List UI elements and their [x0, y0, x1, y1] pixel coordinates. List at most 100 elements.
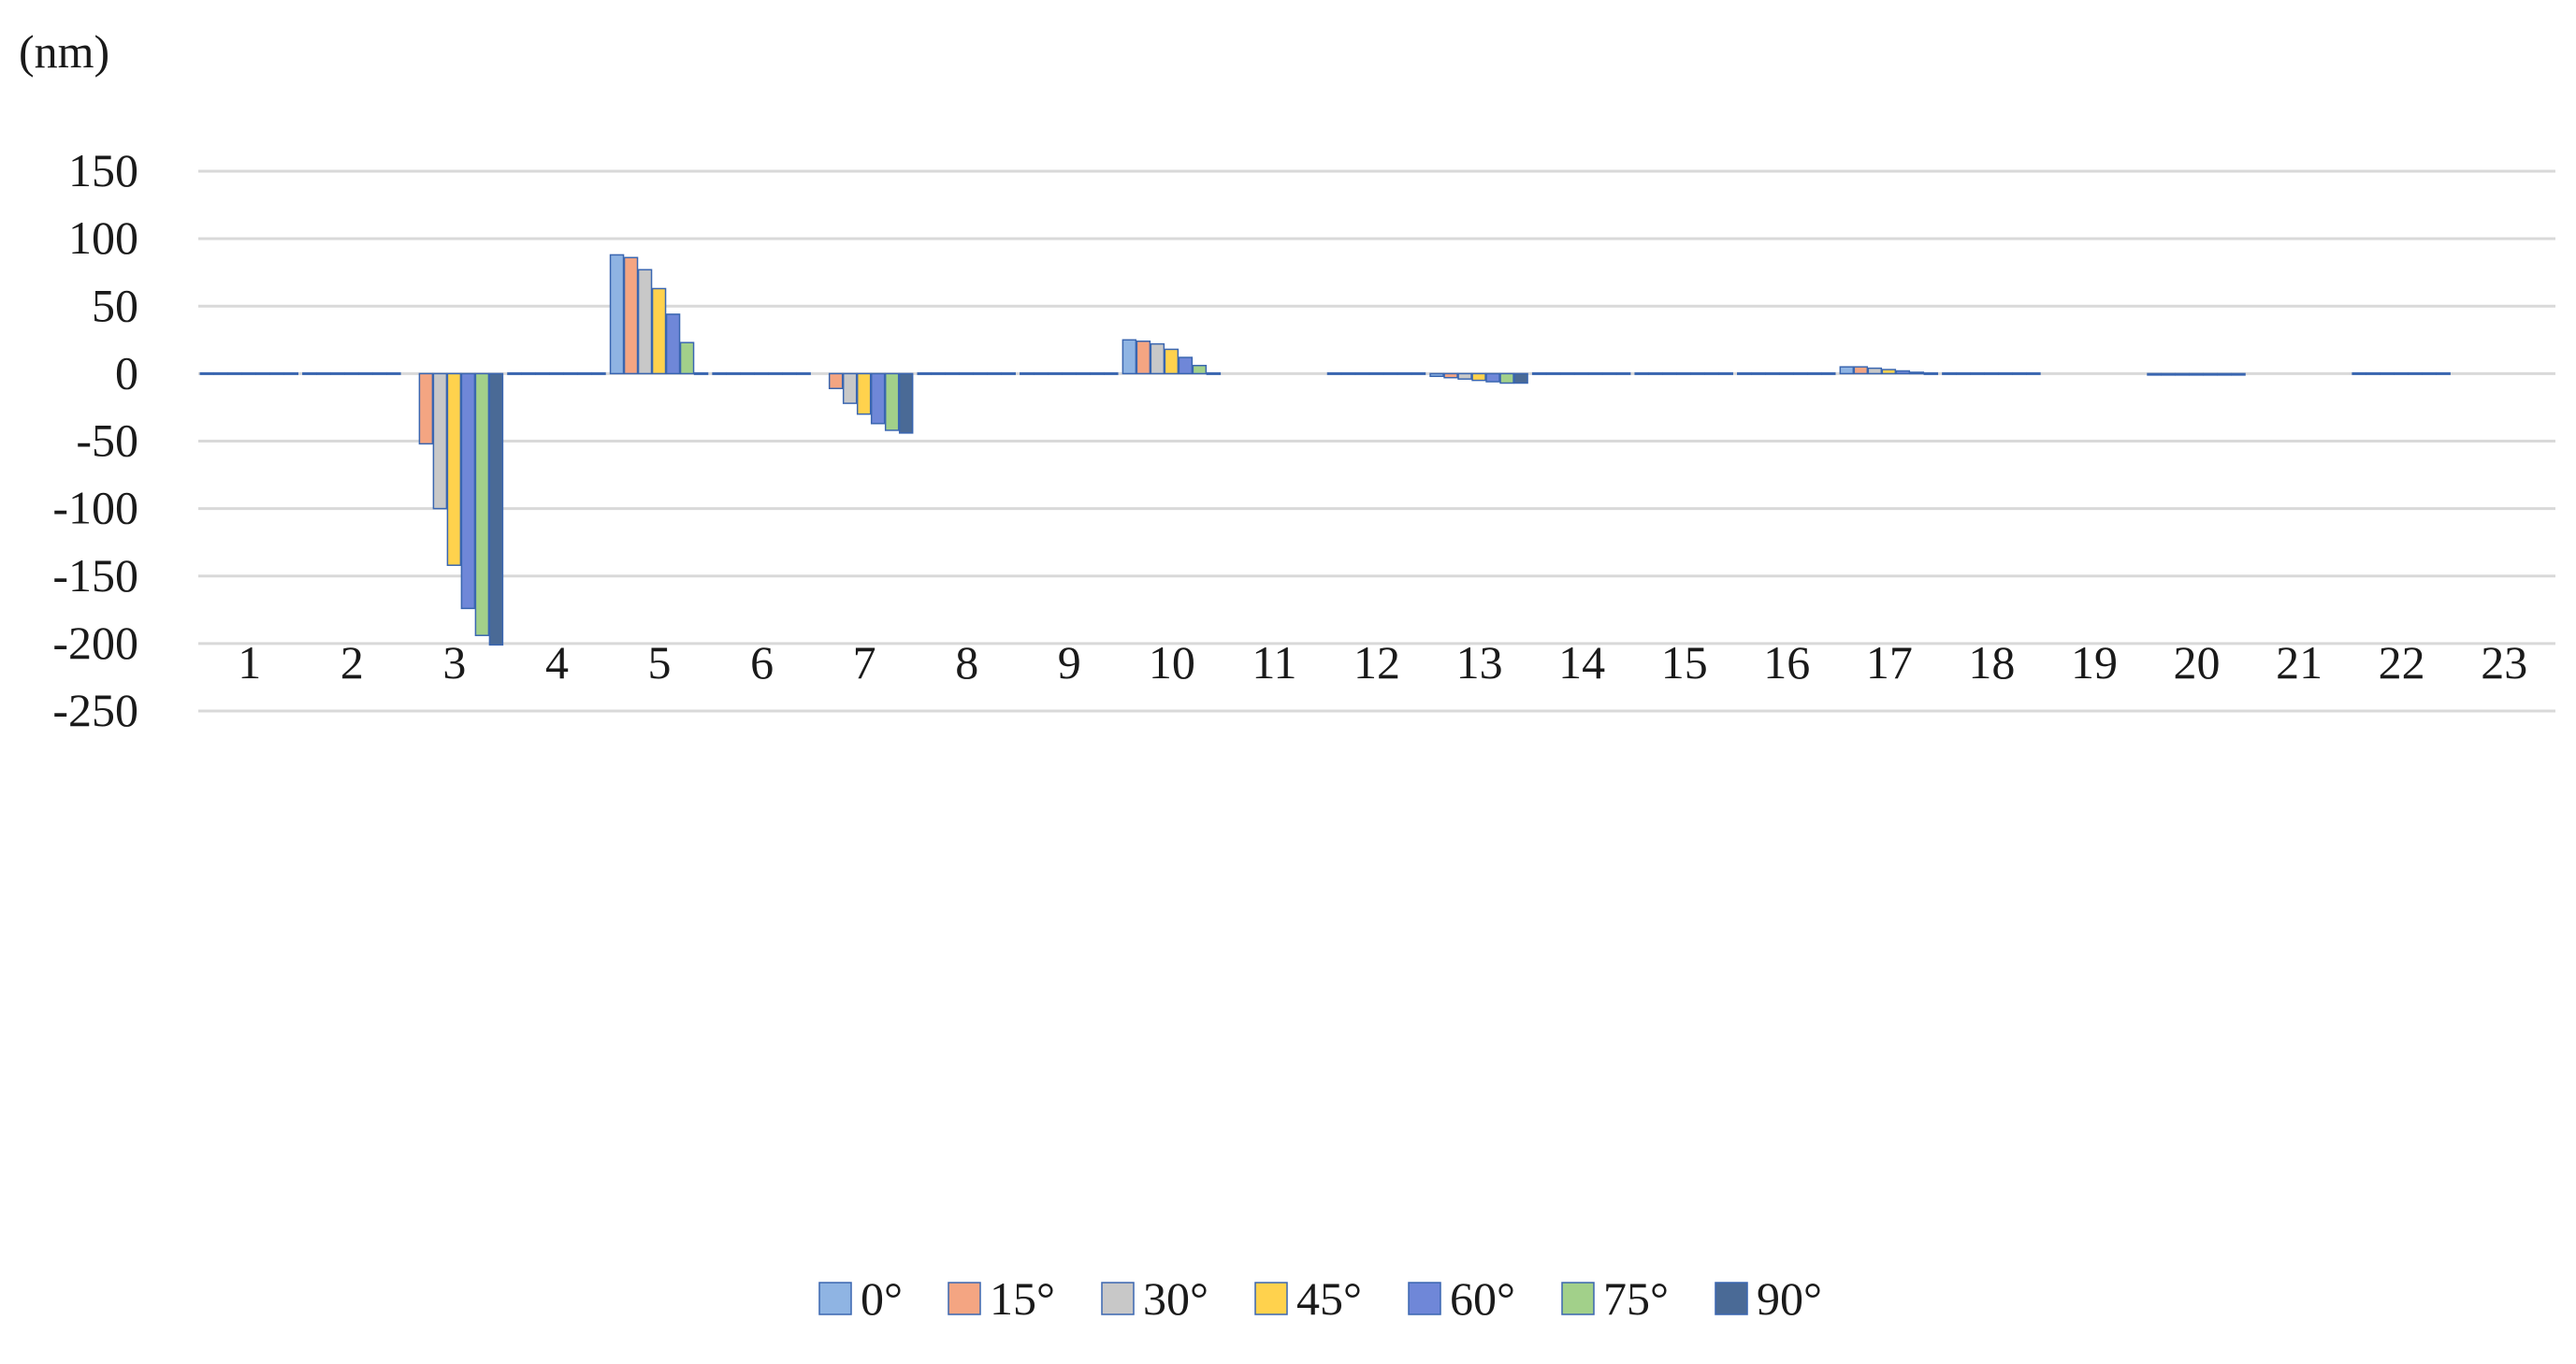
- bar-5-4: [665, 313, 681, 375]
- x-tick-label: 23: [2481, 636, 2527, 689]
- bar-10-0: [1122, 339, 1137, 375]
- bar-15-4: [1690, 371, 1705, 375]
- bar-22-0: [2352, 371, 2366, 375]
- bar-4-0: [507, 371, 522, 375]
- x-tick-label: 22: [2379, 636, 2425, 689]
- bar-15-2: [1662, 371, 1677, 375]
- y-tick-label: 150: [68, 144, 138, 196]
- bar-1-0: [199, 371, 215, 375]
- x-tick-label: 12: [1353, 636, 1400, 689]
- x-tick-label: 11: [1252, 636, 1296, 689]
- x-tick-label: 20: [2174, 636, 2221, 689]
- bar-14-6: [1615, 371, 1631, 375]
- bar-15-6: [1718, 371, 1733, 375]
- bar-2-0: [302, 371, 317, 375]
- bar-15-0: [1634, 371, 1649, 375]
- bar-20-2: [2175, 372, 2190, 376]
- bar-12-1: [1340, 371, 1356, 375]
- bar-10-5: [1192, 364, 1208, 375]
- bar-10-3: [1164, 348, 1179, 375]
- bar-1-4: [255, 371, 271, 375]
- y-tick-labels: 150 100 50 0 -50 -100 -150 -200 -250: [52, 144, 138, 736]
- x-tick-label: 10: [1149, 636, 1195, 689]
- legend-swatch: [1254, 1282, 1288, 1315]
- y-tick-label: -250: [52, 684, 138, 736]
- x-tick-label: 15: [1661, 636, 1708, 689]
- bar-7-4: [870, 372, 886, 425]
- bar-20-1: [2161, 372, 2176, 376]
- bar-18-1: [1956, 371, 1971, 375]
- bar-16-2: [1765, 371, 1780, 375]
- bar-12-5: [1397, 371, 1412, 375]
- x-tick-label: 4: [545, 636, 569, 689]
- bar-13-1: [1443, 372, 1458, 379]
- bar-1-3: [241, 371, 257, 375]
- bar-12-3: [1368, 371, 1384, 375]
- x-tick-label: 2: [340, 636, 364, 689]
- bar-17-1: [1853, 366, 1869, 375]
- bar-13-4: [1485, 372, 1500, 383]
- bar-5-0: [609, 254, 625, 375]
- bar-8-2: [945, 371, 960, 375]
- legend-swatch: [818, 1282, 852, 1315]
- bar-3-3: [446, 372, 462, 566]
- bar-4-1: [521, 371, 536, 375]
- bar-2-4: [358, 371, 373, 375]
- bar-18-5: [2012, 371, 2027, 375]
- bar-9-5: [1090, 371, 1105, 375]
- bar-3-2: [432, 372, 448, 510]
- x-tick-label: 7: [853, 636, 876, 689]
- y-tick-label: -200: [52, 617, 138, 669]
- bar-17-5: [1909, 371, 1925, 375]
- bar-2-6: [386, 371, 401, 375]
- y-tick-label: -100: [52, 482, 138, 534]
- bar-18-3: [1984, 371, 1999, 375]
- bar-5-5: [679, 341, 695, 375]
- x-tick-label: 19: [2071, 636, 2118, 689]
- bar-13-5: [1499, 372, 1514, 385]
- x-tick-label: 5: [648, 636, 672, 689]
- bar-22-2: [2380, 371, 2395, 375]
- bar-20-4: [2203, 372, 2218, 376]
- x-tick-label: 8: [955, 636, 978, 689]
- legend-label: 45°: [1296, 1272, 1362, 1325]
- bar-9-1: [1034, 371, 1049, 375]
- bar-4-6: [591, 371, 606, 375]
- x-tick-label: 14: [1558, 636, 1605, 689]
- bar-8-6: [1001, 371, 1016, 375]
- bar-15-3: [1676, 371, 1691, 375]
- bar-4-5: [577, 371, 592, 375]
- bar-16-4: [1793, 371, 1808, 375]
- bar-1-5: [269, 371, 285, 375]
- bar-3-6: [488, 372, 504, 646]
- bar-18-2: [1970, 371, 1985, 375]
- bar-6-3: [754, 371, 769, 375]
- legend-swatch: [948, 1282, 981, 1315]
- bar-17-6: [1923, 371, 1939, 375]
- bar-8-3: [959, 371, 974, 375]
- legend-swatch: [1715, 1282, 1748, 1315]
- bar-6-4: [768, 371, 783, 375]
- legend-label: 75°: [1603, 1272, 1669, 1325]
- bar-4-3: [549, 371, 564, 375]
- bar-3-5: [474, 372, 490, 636]
- bar-14-3: [1573, 371, 1589, 375]
- bar-22-3: [2394, 371, 2409, 375]
- bar-3-1: [418, 372, 434, 445]
- bar-18-4: [1998, 371, 2013, 375]
- x-tick-label: 13: [1456, 636, 1503, 689]
- bar-9-6: [1104, 371, 1119, 375]
- bar-16-3: [1779, 371, 1794, 375]
- bar-7-6: [898, 372, 914, 434]
- bar-2-3: [344, 371, 359, 375]
- legend-label: 90°: [1757, 1272, 1822, 1325]
- bar-12-6: [1411, 371, 1426, 375]
- bar-15-1: [1648, 371, 1663, 375]
- bar-17-3: [1881, 369, 1897, 375]
- x-tick-label: 3: [442, 636, 466, 689]
- x-tick-label: 16: [1763, 636, 1810, 689]
- bar-4-2: [535, 371, 550, 375]
- bar-17-0: [1839, 366, 1855, 375]
- bar-5-1: [623, 256, 639, 375]
- legend-swatch: [1101, 1282, 1135, 1315]
